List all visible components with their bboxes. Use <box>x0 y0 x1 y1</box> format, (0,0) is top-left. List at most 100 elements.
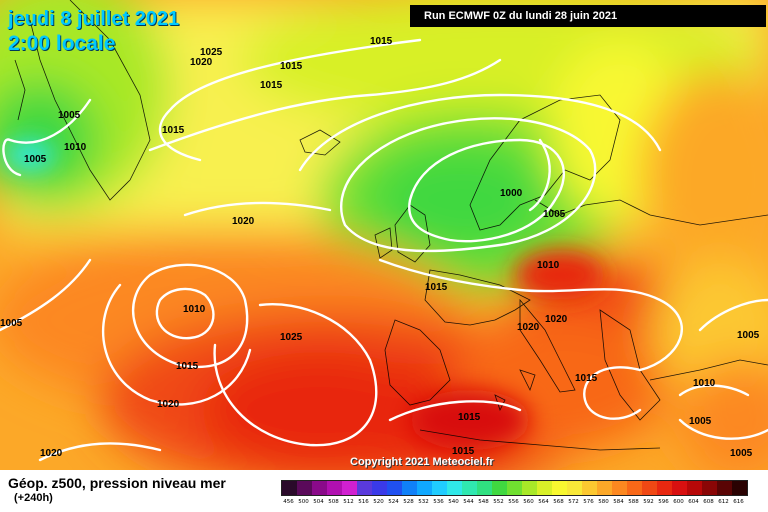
isobar-label: 1020 <box>157 399 180 410</box>
scale-tick-label: 508 <box>328 499 339 505</box>
color-swatch <box>717 481 732 495</box>
color-swatch <box>582 481 597 495</box>
scale-tick-label: 536 <box>433 499 444 505</box>
color-swatch <box>642 481 657 495</box>
scale-tick-label: 616 <box>733 499 744 505</box>
scale-tick-label: 532 <box>418 499 429 505</box>
run-info-banner: Run ECMWF 0Z du lundi 28 juin 2021 <box>410 5 766 27</box>
isobar-label: 1015 <box>260 80 283 91</box>
scale-tick-label: 604 <box>688 499 699 505</box>
color-swatch <box>657 481 672 495</box>
color-swatch <box>327 481 342 495</box>
scale-tick-label: 520 <box>373 499 384 505</box>
scale-tick-label: 584 <box>613 499 624 505</box>
isobar-label: 1025 <box>280 332 303 343</box>
color-swatch <box>492 481 507 495</box>
isobar-label: 1005 <box>58 110 81 121</box>
isobar-label: 1015 <box>452 446 475 457</box>
isobar-label: 1015 <box>575 373 598 384</box>
color-swatch <box>342 481 357 495</box>
scale-tick-label: 548 <box>478 499 489 505</box>
color-swatch <box>732 481 747 495</box>
color-swatch <box>702 481 717 495</box>
isobar-label: 1015 <box>370 36 393 47</box>
scale-tick-label: 612 <box>718 499 729 505</box>
legend-footer: Géop. z500, pression niveau mer (+240h) … <box>0 470 768 512</box>
isobar-label: 1015 <box>425 282 448 293</box>
scale-tick-label: 608 <box>703 499 714 505</box>
color-scale-ticks: 456 500 504 508 512 516 520 524 528 532 536 540 544 5… <box>281 499 746 505</box>
color-swatch <box>402 481 417 495</box>
isobar-label: 1010 <box>183 304 206 315</box>
isobar-labels: 1025 1020 1015 1015 1015 1005 1005 1010 … <box>0 36 760 459</box>
scale-tick-label: 516 <box>358 499 369 505</box>
color-swatch <box>387 481 402 495</box>
isobar-label: 1005 <box>543 209 566 220</box>
color-swatch <box>357 481 372 495</box>
isobar-label: 1005 <box>689 416 712 427</box>
color-swatch <box>447 481 462 495</box>
isobar-label: 1020 <box>190 57 213 68</box>
scale-tick-label: 596 <box>658 499 669 505</box>
scale-tick-label: 524 <box>388 499 399 505</box>
scale-tick-label: 552 <box>493 499 504 505</box>
color-swatch <box>507 481 522 495</box>
isobar-label: 1000 <box>500 188 523 199</box>
scale-tick-label: 544 <box>463 499 474 505</box>
isobar-label: 1015 <box>280 61 303 72</box>
scale-tick-label: 504 <box>313 499 324 505</box>
color-swatch <box>297 481 312 495</box>
forecast-time: 2:00 locale <box>8 32 116 55</box>
color-swatch <box>612 481 627 495</box>
color-swatch <box>417 481 432 495</box>
isobar-label: 1020 <box>232 216 255 227</box>
isobar-label: 1015 <box>458 412 481 423</box>
scale-tick-label: 568 <box>553 499 564 505</box>
color-swatch <box>477 481 492 495</box>
color-swatch <box>552 481 567 495</box>
scale-tick-label: 500 <box>298 499 309 505</box>
scale-tick-label: 580 <box>598 499 609 505</box>
scale-tick-label: 592 <box>643 499 654 505</box>
color-swatch <box>597 481 612 495</box>
color-swatch <box>537 481 552 495</box>
color-swatch <box>432 481 447 495</box>
scale-tick-label: 540 <box>448 499 459 505</box>
isobars <box>0 38 768 462</box>
coastlines <box>14 0 768 451</box>
forecast-date: jeudi 8 juillet 2021 <box>8 8 180 30</box>
scale-tick-label: 572 <box>568 499 579 505</box>
color-swatch <box>282 481 297 495</box>
scale-tick-label: 456 <box>283 499 294 505</box>
color-swatch <box>567 481 582 495</box>
isobar-label: 1010 <box>537 260 560 271</box>
color-swatch <box>687 481 702 495</box>
isobar-label: 1005 <box>0 318 23 329</box>
isobar-label: 1015 <box>176 361 199 372</box>
legend-title: Géop. z500, pression niveau mer <box>8 475 226 491</box>
color-scale-bar <box>281 480 748 496</box>
z500-color-field <box>0 0 768 470</box>
scale-tick-label: 576 <box>583 499 594 505</box>
scale-tick-label: 512 <box>343 499 354 505</box>
color-swatch <box>462 481 477 495</box>
isobar-label: 1005 <box>730 448 753 459</box>
isobar-label: 1010 <box>693 378 716 389</box>
scale-tick-label: 588 <box>628 499 639 505</box>
isobar-label: 1010 <box>64 142 87 153</box>
isobar-label: 1020 <box>40 448 63 459</box>
color-swatch <box>312 481 327 495</box>
isobar-label: 1005 <box>737 330 760 341</box>
isobar-label: 1015 <box>162 125 185 136</box>
color-swatch <box>672 481 687 495</box>
isobar-label: 1020 <box>517 322 540 333</box>
color-swatch <box>372 481 387 495</box>
legend-subtitle: (+240h) <box>14 492 53 504</box>
color-swatch <box>627 481 642 495</box>
scale-tick-label: 556 <box>508 499 519 505</box>
scale-tick-label: 560 <box>523 499 534 505</box>
scale-tick-label: 564 <box>538 499 549 505</box>
copyright-notice: Copyright 2021 Meteociel.fr <box>350 456 494 468</box>
scale-tick-label: 528 <box>403 499 414 505</box>
